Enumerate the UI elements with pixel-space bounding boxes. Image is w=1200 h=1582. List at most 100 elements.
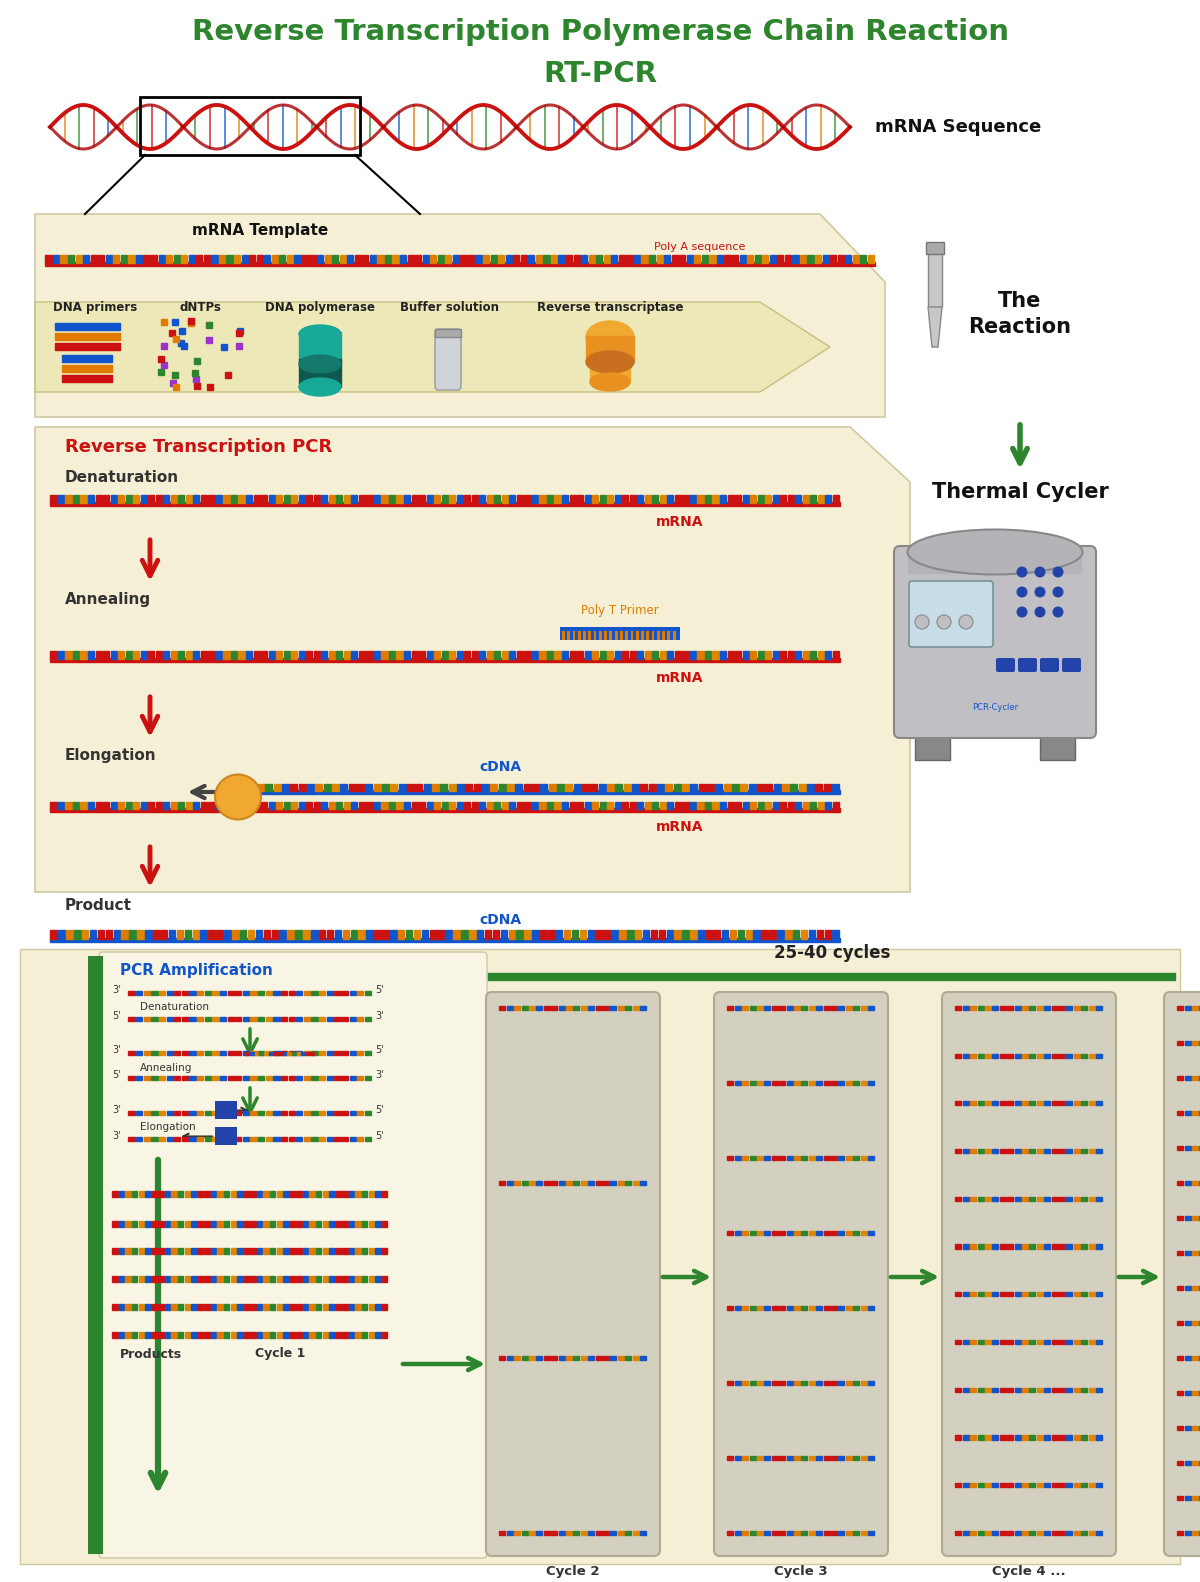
- Bar: [306, 1052, 310, 1055]
- Bar: [306, 652, 312, 658]
- Bar: [1081, 1482, 1087, 1487]
- Bar: [158, 1111, 166, 1115]
- Bar: [296, 1332, 301, 1338]
- Bar: [349, 992, 355, 995]
- Bar: [212, 992, 218, 995]
- Bar: [992, 1101, 998, 1106]
- Bar: [289, 1304, 295, 1310]
- Bar: [1096, 1482, 1102, 1487]
- Bar: [985, 1149, 991, 1153]
- Bar: [83, 255, 89, 263]
- Bar: [287, 1052, 292, 1055]
- Bar: [121, 930, 128, 938]
- Polygon shape: [35, 214, 886, 418]
- Bar: [491, 783, 497, 791]
- Bar: [355, 1191, 361, 1198]
- Bar: [174, 1111, 180, 1115]
- Bar: [1007, 1292, 1013, 1296]
- Bar: [1192, 1531, 1198, 1535]
- Bar: [802, 1305, 808, 1310]
- Bar: [551, 1356, 557, 1361]
- Bar: [833, 802, 839, 808]
- Bar: [368, 1191, 374, 1198]
- Bar: [786, 1156, 793, 1160]
- Bar: [316, 1191, 322, 1198]
- Bar: [574, 1356, 580, 1361]
- Bar: [248, 783, 256, 791]
- Bar: [316, 1277, 322, 1281]
- Bar: [349, 1277, 354, 1281]
- Bar: [281, 1050, 287, 1055]
- Bar: [644, 495, 650, 503]
- Bar: [1184, 1391, 1190, 1395]
- Bar: [217, 1304, 223, 1310]
- Bar: [178, 1248, 184, 1255]
- Bar: [509, 495, 516, 503]
- Bar: [342, 1111, 348, 1115]
- Bar: [791, 783, 797, 791]
- Bar: [144, 1076, 150, 1081]
- Bar: [302, 1221, 308, 1228]
- Bar: [230, 1248, 236, 1255]
- Bar: [1081, 1101, 1087, 1106]
- Bar: [506, 1356, 512, 1361]
- Bar: [1000, 1292, 1006, 1296]
- Bar: [139, 1191, 144, 1198]
- Bar: [830, 1231, 838, 1236]
- Text: Cycle 3: Cycle 3: [774, 1566, 828, 1579]
- Bar: [823, 1305, 829, 1310]
- Bar: [412, 652, 418, 658]
- Bar: [430, 930, 436, 938]
- Bar: [144, 1050, 150, 1055]
- Bar: [128, 1111, 134, 1115]
- Bar: [742, 1531, 749, 1535]
- Bar: [280, 930, 286, 938]
- Bar: [50, 501, 840, 506]
- Bar: [274, 1137, 280, 1141]
- Bar: [584, 652, 590, 658]
- Bar: [757, 1006, 763, 1009]
- Bar: [82, 930, 89, 938]
- Bar: [773, 495, 779, 503]
- Bar: [374, 652, 380, 658]
- Bar: [220, 1017, 226, 1020]
- Bar: [335, 1017, 341, 1020]
- Text: The
Reaction: The Reaction: [968, 291, 1072, 337]
- Bar: [1184, 1006, 1190, 1009]
- Bar: [326, 1111, 332, 1115]
- Bar: [415, 255, 421, 263]
- Bar: [578, 631, 581, 641]
- Bar: [992, 1340, 998, 1345]
- Bar: [407, 783, 414, 791]
- Bar: [269, 652, 275, 658]
- Bar: [619, 930, 625, 938]
- Bar: [119, 1248, 125, 1255]
- Bar: [772, 1531, 778, 1535]
- Bar: [113, 1191, 118, 1198]
- Circle shape: [1016, 587, 1027, 598]
- Bar: [816, 1305, 822, 1310]
- Bar: [73, 495, 79, 503]
- Bar: [962, 1387, 968, 1392]
- Bar: [174, 1017, 180, 1020]
- Bar: [311, 992, 318, 995]
- Bar: [376, 1191, 380, 1198]
- Bar: [782, 783, 788, 791]
- Bar: [499, 1006, 505, 1009]
- Bar: [366, 930, 373, 938]
- Bar: [185, 1304, 190, 1310]
- Bar: [860, 1156, 866, 1160]
- Bar: [992, 1482, 998, 1487]
- Bar: [860, 255, 866, 263]
- Bar: [230, 802, 238, 808]
- Bar: [764, 1381, 770, 1384]
- Bar: [853, 1231, 859, 1236]
- Bar: [985, 1292, 991, 1296]
- Bar: [830, 1081, 838, 1085]
- Bar: [404, 802, 410, 808]
- Bar: [1007, 1245, 1013, 1248]
- Bar: [335, 1076, 341, 1081]
- Bar: [604, 930, 610, 938]
- Bar: [1067, 1340, 1073, 1345]
- Bar: [390, 783, 397, 791]
